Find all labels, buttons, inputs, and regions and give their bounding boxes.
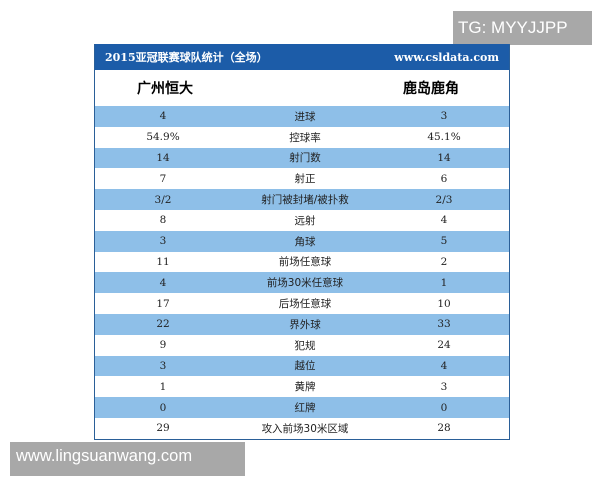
stat-label: 远射	[294, 214, 316, 227]
table-row: 7 射正 6	[95, 168, 509, 190]
stat-label: 射门数	[289, 152, 321, 165]
away-value: 3	[440, 380, 448, 393]
stats-table: 2015亚冠联赛球队统计（全场） www.csldata.com 广州恒大 鹿岛…	[94, 44, 510, 440]
table-row: 29 攻入前场30米区域 28	[95, 417, 509, 439]
table-row: 1 黄牌 3	[95, 376, 509, 398]
stat-rows: 4 进球 3 54.9% 控球率 45.1% 14 射门数 14 7 射正 6 3/2 射门被封堵/被扑救…	[95, 106, 509, 439]
home-value: 9	[159, 339, 167, 352]
watermark-bottom: www.lingsuanwang.com	[10, 442, 245, 476]
stat-label: 控球率	[289, 131, 321, 144]
home-value: 7	[159, 172, 167, 185]
home-value: 54.9%	[146, 131, 180, 144]
home-value: 3	[159, 359, 167, 372]
table-row: 8 远射 4	[95, 209, 509, 231]
stat-label: 角球	[294, 235, 316, 248]
watermark-top: TG: MYYJJPP	[453, 11, 592, 45]
table-row: 3 越位 4	[95, 355, 509, 377]
stat-label: 射门被封堵/被扑救	[261, 194, 349, 207]
table-row: 22 界外球 33	[95, 313, 509, 335]
stat-label: 犯规	[294, 339, 316, 352]
home-value: 3/2	[154, 193, 172, 206]
away-value: 5	[440, 235, 448, 248]
away-value: 4	[440, 214, 448, 227]
home-value: 4	[159, 276, 167, 289]
home-value: 11	[156, 255, 170, 268]
away-team: 鹿岛鹿角	[403, 81, 459, 97]
home-team: 广州恒大	[137, 81, 193, 97]
home-value: 29	[156, 422, 170, 435]
stat-label: 射正	[294, 173, 316, 186]
away-value: 2	[440, 255, 448, 268]
home-value: 22	[156, 318, 170, 331]
table-row: 0 红牌 0	[95, 397, 509, 418]
stat-label: 后场任意球	[278, 298, 332, 311]
home-value: 3	[159, 235, 167, 248]
away-value: 0	[440, 401, 448, 414]
table-row: 4 前场30米任意球 1	[95, 272, 509, 294]
table-row: 4 进球 3	[95, 106, 509, 127]
stat-label: 攻入前场30米区域	[261, 422, 349, 435]
table-header: 2015亚冠联赛球队统计（全场） www.csldata.com	[95, 44, 509, 70]
away-value: 6	[440, 172, 448, 185]
table-row: 17 后场任意球 10	[95, 293, 509, 314]
stat-label: 越位	[294, 360, 316, 373]
stat-label: 黄牌	[294, 381, 316, 394]
table-row: 14 射门数 14	[95, 147, 509, 169]
stat-label: 进球	[294, 110, 316, 123]
source-site: www.csldata.com	[394, 50, 499, 64]
table-row: 9 犯规 24	[95, 334, 509, 356]
away-value: 33	[437, 318, 451, 331]
away-value: 3	[440, 110, 448, 123]
away-value: 10	[437, 297, 451, 310]
teams-row: 广州恒大 鹿岛鹿角	[95, 70, 509, 106]
stat-label: 前场30米任意球	[266, 277, 344, 290]
table-row: 54.9% 控球率 45.1%	[95, 126, 509, 148]
stat-label: 界外球	[289, 318, 321, 331]
home-value: 1	[159, 380, 167, 393]
away-value: 2/3	[435, 193, 453, 206]
table-title: 2015亚冠联赛球队统计（全场）	[105, 51, 268, 64]
table-row: 3/2 射门被封堵/被扑救 2/3	[95, 189, 509, 210]
away-value: 4	[440, 359, 448, 372]
home-value: 4	[159, 110, 167, 123]
home-value: 17	[156, 297, 170, 310]
home-value: 14	[156, 151, 170, 164]
stat-label: 前场任意球	[278, 256, 332, 269]
home-value: 8	[159, 214, 167, 227]
stat-label: 红牌	[294, 402, 316, 415]
table-row: 3 角球 5	[95, 230, 509, 252]
away-value: 24	[437, 339, 451, 352]
away-value: 14	[437, 151, 451, 164]
away-value: 1	[440, 276, 448, 289]
away-value: 28	[437, 422, 451, 435]
away-value: 45.1%	[427, 131, 461, 144]
table-row: 11 前场任意球 2	[95, 251, 509, 273]
home-value: 0	[159, 401, 167, 414]
